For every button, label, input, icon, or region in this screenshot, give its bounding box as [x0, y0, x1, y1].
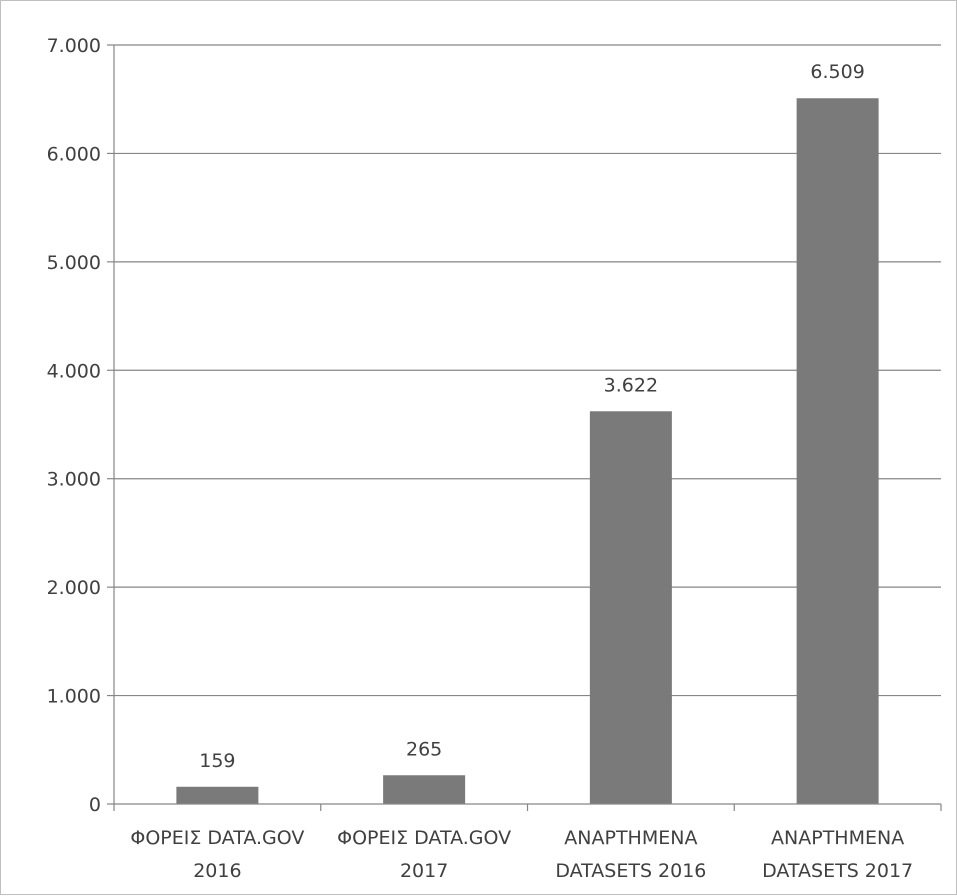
x-category-label: 2016 — [193, 860, 241, 882]
bar — [383, 775, 466, 804]
bar — [176, 786, 259, 804]
data-label: 6.509 — [810, 61, 864, 83]
y-tick-label: 4.000 — [47, 360, 101, 382]
x-axis — [113, 45, 942, 811]
y-tick-label: 5.000 — [47, 252, 101, 274]
x-category-label: DATASETS 2016 — [555, 860, 706, 882]
y-tick-label: 7.000 — [47, 35, 101, 57]
x-category-label: ΑΝΑΡΤΗΜΕΝΑ — [771, 827, 904, 849]
y-tick-label: 0 — [89, 794, 101, 816]
x-axis-category-labels: ΦΟΡΕΙΣ DATA.GOV 2016 ΦΟΡΕΙΣ DATA.GOV 2017 ΑΝ… — [130, 827, 913, 882]
x-category-label: ΦΟΡΕΙΣ DATA.GOV — [130, 827, 304, 849]
y-tick-label: 2.000 — [47, 577, 101, 599]
y-tick-label: 6.000 — [47, 143, 101, 165]
bar — [796, 98, 879, 805]
data-label: 265 — [406, 738, 442, 760]
y-tick-label: 1.000 — [47, 686, 101, 708]
bar — [589, 411, 672, 804]
x-category-label: 2017 — [400, 860, 448, 882]
gridlines — [114, 44, 941, 697]
x-category-label: ΑΝΑΡΤΗΜΕΝΑ — [564, 827, 697, 849]
bars — [176, 98, 879, 805]
data-label: 3.622 — [604, 374, 658, 396]
data-labels: 159 265 3.622 6.509 — [199, 61, 865, 772]
data-label: 159 — [199, 750, 235, 772]
y-axis-tick-labels: 0 1.000 2.000 3.000 4.000 5.000 6.000 7.000 — [47, 35, 114, 816]
x-category-label: ΦΟΡΕΙΣ DATA.GOV — [337, 827, 511, 849]
x-category-label: DATASETS 2017 — [762, 860, 913, 882]
y-tick-label: 3.000 — [47, 469, 101, 491]
